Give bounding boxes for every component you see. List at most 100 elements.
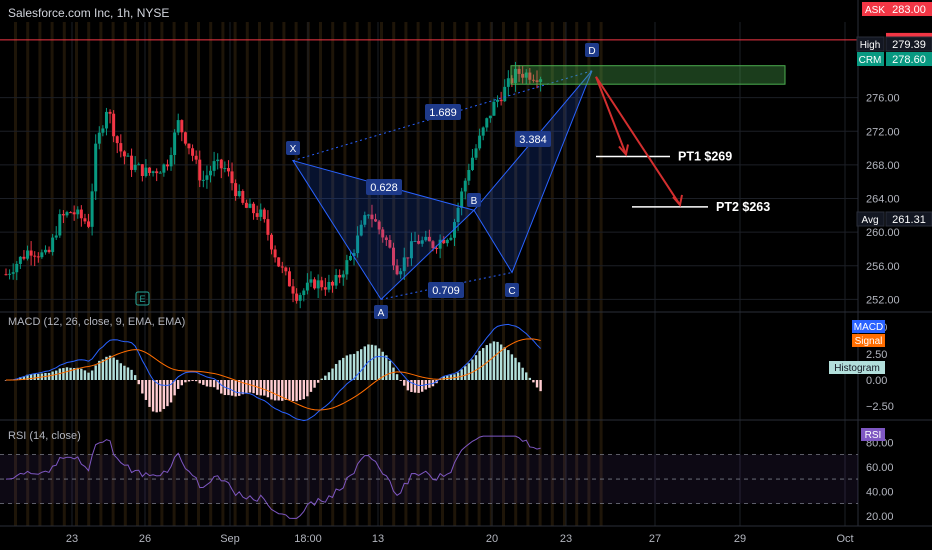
candle-body	[173, 132, 177, 156]
candle-body	[11, 272, 15, 274]
candle-body	[104, 111, 108, 129]
macd-histogram-bar	[449, 374, 453, 380]
candle-body	[395, 265, 399, 275]
time-tick: 18:00	[294, 533, 322, 545]
candle-body	[356, 235, 360, 254]
candle-body	[449, 237, 453, 240]
macd-histogram-bar	[151, 380, 155, 412]
candle-body	[287, 271, 291, 287]
rsi-line	[5, 435, 541, 519]
time-tick: 26	[139, 533, 151, 545]
candle-body	[266, 219, 270, 235]
session-stripe	[172, 22, 176, 526]
macd-histogram-bar	[133, 375, 137, 380]
candle-body	[22, 256, 26, 259]
session-stripe	[477, 22, 481, 526]
session-stripe	[331, 22, 335, 526]
candle-body	[460, 191, 464, 208]
macd-line	[5, 323, 541, 422]
candle-body	[427, 236, 431, 242]
macd-histogram-bar	[277, 380, 280, 401]
ask-tag	[862, 2, 888, 16]
candle-body	[517, 68, 521, 74]
macd-histogram-bar	[148, 380, 151, 407]
ratio-badge	[425, 104, 461, 120]
candle-body	[112, 113, 116, 137]
candle-body	[76, 209, 80, 215]
candle-body	[148, 167, 152, 173]
candle-body	[212, 161, 216, 171]
session-stripe	[136, 22, 139, 526]
candle-body	[133, 164, 137, 170]
candle-body	[424, 236, 428, 241]
macd-histogram-bar	[87, 372, 90, 380]
macd-histogram-bar	[69, 367, 72, 380]
macd-histogram-bar	[399, 380, 402, 381]
reversal-zone	[510, 65, 786, 85]
session-stripe	[197, 22, 200, 526]
ask-value-box	[886, 2, 932, 16]
macd-histogram-bar	[72, 368, 76, 380]
avg-value: 261.31	[892, 214, 926, 226]
candle-body	[101, 128, 105, 133]
candle-body	[183, 132, 187, 144]
candle-body	[309, 279, 313, 283]
candle-body	[399, 271, 403, 275]
macd-histogram-bar	[374, 345, 377, 380]
macd-histogram-bar	[159, 380, 162, 412]
session-stripe	[587, 22, 591, 526]
macd-histogram-bar	[205, 380, 209, 387]
session-stripe	[319, 22, 322, 526]
candle-body	[165, 164, 169, 167]
candle-body	[259, 209, 263, 217]
macd-histogram-bar	[216, 380, 219, 390]
candle-body	[377, 221, 381, 230]
ratio-label: 0.709	[432, 285, 460, 297]
point-label-a: A	[378, 308, 385, 319]
candle-body	[187, 143, 191, 149]
candle-body	[15, 263, 19, 273]
candle-body	[122, 151, 126, 157]
macd-histogram-bar	[94, 365, 97, 380]
candle-body	[513, 68, 517, 84]
harmonic-pattern: 0.628 1.689 0.709 3.384 X A B C D E PT1 $269 PT2 $2…	[135, 43, 786, 319]
macd-histogram-bar	[334, 363, 338, 380]
macd-histogram-bar	[446, 375, 449, 380]
macd-histogram-bar	[363, 346, 366, 380]
session-stripe	[270, 22, 274, 526]
macd-histogram-bar	[327, 372, 331, 380]
macd-legend-text: Signal	[855, 336, 883, 347]
price-tick: 252.00	[866, 294, 900, 306]
macd-histogram-bar	[198, 380, 201, 384]
candle-body	[452, 222, 456, 238]
macd-histogram-bar	[144, 380, 148, 400]
candlesticks	[4, 61, 543, 309]
macd-histogram-bar	[456, 372, 460, 380]
ratio-badge	[366, 179, 402, 195]
candle-body	[97, 132, 101, 144]
candle-body	[366, 214, 370, 216]
point-label-b: B	[471, 196, 478, 207]
session-stripe	[575, 22, 579, 526]
macd-legend-box	[852, 320, 885, 333]
macd-histogram-bar	[155, 380, 158, 413]
price-tick: 264.00	[866, 194, 900, 206]
candle-body	[352, 253, 356, 257]
macd-title: MACD (12, 26, close, 9, EMA, EMA)	[8, 316, 186, 328]
macd-histogram-bar	[467, 363, 471, 380]
point-badge	[585, 43, 599, 57]
session-stripe	[355, 22, 359, 526]
macd-histogram-bar	[194, 380, 198, 382]
macd-histogram-bar	[65, 367, 69, 380]
point-badge	[286, 141, 300, 155]
candle-body	[79, 209, 83, 219]
candle-body	[155, 171, 159, 174]
macd-histogram-bar	[130, 369, 133, 380]
candle-body	[391, 247, 395, 266]
macd-histogram-bar	[338, 360, 341, 380]
candle-body	[331, 281, 335, 286]
session-stripe	[465, 22, 469, 526]
session-stripe	[343, 22, 347, 526]
macd-histogram-bar	[22, 376, 26, 380]
